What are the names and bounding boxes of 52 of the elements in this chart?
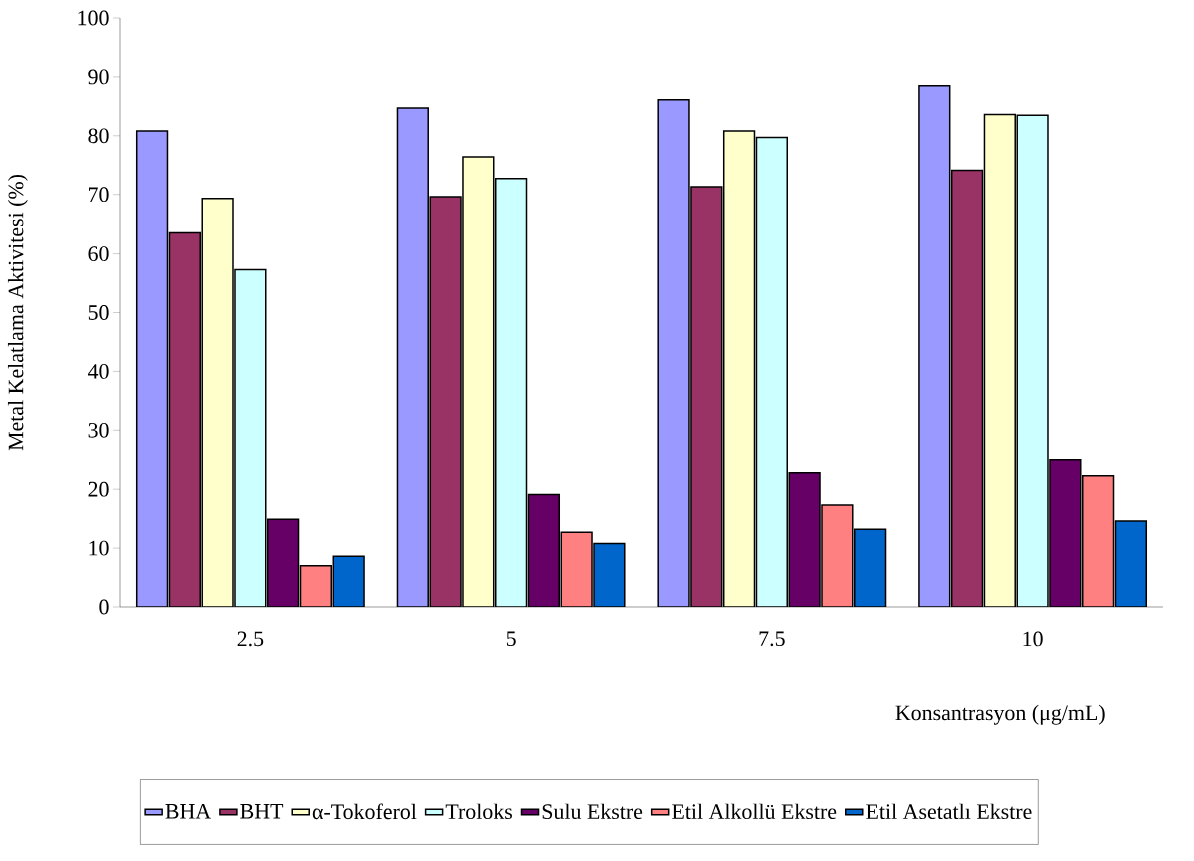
- y-tick-label: 30: [88, 422, 109, 438]
- bar: [1016, 114, 1049, 607]
- y-tick-label: 90: [88, 69, 109, 85]
- bar: [429, 196, 462, 607]
- bar: [593, 542, 626, 607]
- bar: [332, 555, 365, 607]
- legend-label: Etil Asetatlı Ekstre: [866, 803, 1032, 820]
- bar: [267, 518, 300, 607]
- bar: [657, 99, 690, 607]
- bar: [690, 186, 723, 607]
- bar: [234, 268, 267, 607]
- bar: [1081, 474, 1115, 607]
- bar: [494, 178, 528, 607]
- bar: [527, 493, 561, 607]
- bar: [755, 136, 788, 607]
- y-tick-label: 0: [99, 599, 109, 615]
- y-tick-label: 40: [87, 364, 109, 379]
- bar: [950, 169, 984, 607]
- bar: [462, 156, 495, 607]
- bar: [299, 565, 333, 607]
- x-tick-label: 2.5: [237, 631, 264, 647]
- bar: [560, 531, 593, 607]
- y-tick-label: 100: [78, 10, 109, 26]
- x-tick-label: 5: [506, 631, 516, 647]
- legend-label: BHT: [240, 804, 284, 819]
- x-tick-label: 10: [1023, 631, 1043, 647]
- bar: [854, 528, 887, 607]
- bar: [396, 107, 429, 607]
- y-tick-label: 60: [88, 246, 109, 261]
- legend-label: Troloks: [445, 803, 512, 820]
- bar: [135, 130, 169, 607]
- bar: [201, 198, 234, 607]
- y-tick-label: 50: [88, 305, 109, 320]
- y-tick-label: 20: [88, 481, 109, 497]
- bar: [918, 84, 951, 607]
- y-tick-label: 70: [89, 187, 109, 203]
- legend-label: Etil Alkollü Ekstre: [672, 803, 837, 820]
- bar: [821, 504, 854, 607]
- bar: [788, 471, 821, 607]
- y-axis-title: Metal Kelatlama Aktivitesi (%): [7, 174, 28, 451]
- x-axis-title: Konsantrasyon (μg/mL): [895, 704, 1105, 725]
- legend-label: BHA: [165, 804, 211, 819]
- legend-label: Sulu Ekstre: [542, 803, 643, 820]
- bar: [983, 113, 1016, 607]
- bar: [1049, 459, 1082, 607]
- bar: [168, 231, 201, 607]
- y-tick-label: 10: [89, 540, 109, 556]
- x-tick-label: 7.5: [759, 631, 785, 647]
- bar: [722, 130, 756, 607]
- legend-label: α-Tokoferol: [312, 803, 417, 820]
- bar: [1114, 520, 1148, 607]
- y-tick-label: 80: [88, 128, 109, 144]
